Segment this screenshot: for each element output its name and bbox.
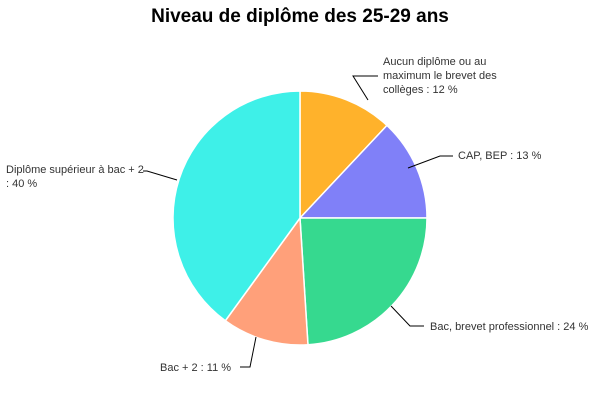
pie-slice-superieur [172, 90, 301, 322]
pie-slice-bac-plus-2 [224, 215, 309, 346]
connector-line-superieur [143, 170, 178, 181]
chart-title: Niveau de diplôme des 25-29 ans [151, 6, 449, 27]
pie-slice-cap-bep [298, 124, 428, 219]
connector-line-aucun-diplome [352, 75, 378, 101]
pie-slice-bac [299, 217, 428, 346]
connector-line-bac-plus-2 [240, 336, 257, 368]
slice-label-superieur: Diplôme supérieur à bac + 2 : 40 % [6, 164, 144, 190]
slice-label-cap-bep: CAP, BEP : 13 % [458, 150, 542, 162]
connector-line-cap-bep [407, 155, 453, 169]
slice-label-aucun-diplome: Aucun diplôme ou au maximum le brevet de… [383, 56, 497, 96]
connector-line-bac [390, 305, 424, 327]
pie-slice-aucun-diplome [299, 90, 389, 220]
slice-label-bac: Bac, brevet professionnel : 24 % [430, 321, 589, 333]
slice-label-bac-plus-2: Bac + 2 : 11 % [160, 362, 232, 374]
